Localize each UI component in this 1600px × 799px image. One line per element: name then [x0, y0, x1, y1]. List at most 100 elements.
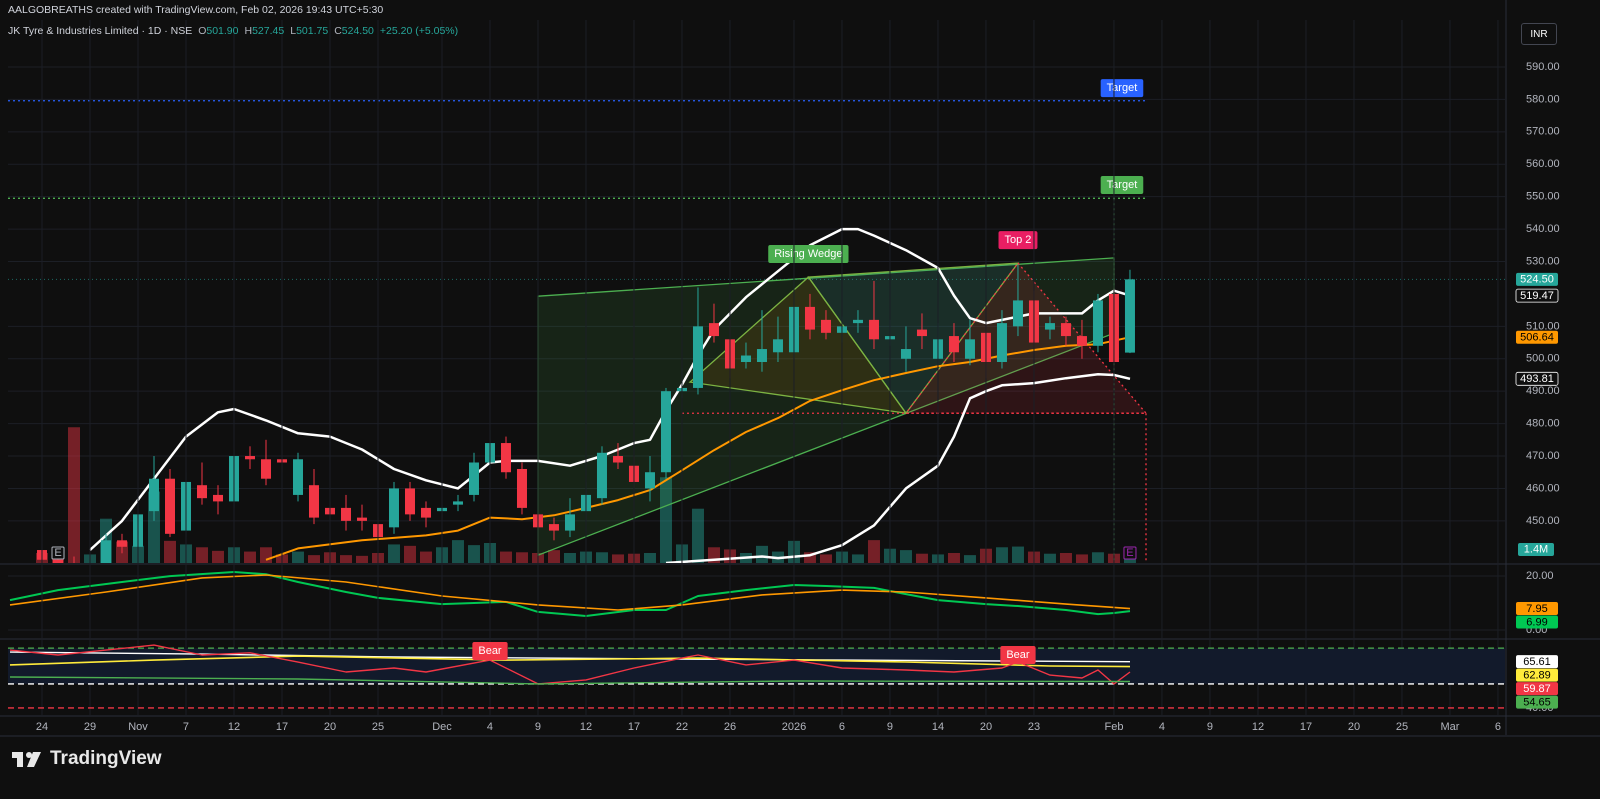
candle-body — [212, 494, 223, 502]
price-label-box — [1516, 330, 1558, 344]
candle-body — [164, 478, 175, 534]
ohlc-value: 527.45 — [252, 25, 285, 37]
price-label-box — [1516, 615, 1558, 629]
volume-bar — [451, 540, 464, 563]
volume-bar — [291, 551, 304, 563]
annotation-box — [1000, 646, 1036, 664]
x-tick-label: 12 — [580, 721, 592, 733]
candle-body — [100, 540, 111, 563]
price-label: 519.47 — [1520, 290, 1554, 302]
price-label: 65.61 — [1523, 656, 1551, 668]
price-label-box — [1516, 695, 1558, 709]
candle-body — [612, 456, 623, 463]
x-tick-label: 12 — [228, 721, 240, 733]
x-tick-label: 17 — [628, 721, 640, 733]
y-tick-label: 530.00 — [1526, 255, 1560, 267]
volume-bar — [195, 547, 208, 563]
candle-body — [196, 485, 207, 499]
y-tick-label: 500.00 — [1526, 353, 1560, 365]
candle-body — [1060, 323, 1071, 337]
volume-bar — [915, 553, 928, 563]
candle-body — [916, 329, 927, 337]
price-label-box — [1516, 272, 1558, 286]
ohlc-item: C524.50 — [334, 25, 374, 37]
volume-bar — [1059, 552, 1072, 563]
price-label-box — [1515, 371, 1559, 386]
currency: INR — [1530, 28, 1548, 40]
currency-button[interactable]: INR — [1521, 23, 1557, 45]
volume-bar — [211, 550, 224, 563]
brand-logo — [12, 752, 41, 767]
x-tick-label: 25 — [372, 721, 384, 733]
volume-bar — [611, 554, 624, 563]
volume-bar — [867, 540, 880, 563]
y-tick-label: 490.00 — [1526, 385, 1560, 397]
ohlc-item: O501.90 — [198, 25, 238, 37]
candle-body — [500, 443, 511, 473]
x-tick-label: 9 — [535, 721, 541, 733]
candle-body — [52, 559, 63, 563]
volume-bar — [67, 427, 80, 563]
annotation-box — [998, 231, 1038, 250]
candle-body — [964, 339, 975, 359]
annotation-label: Rising Wedge — [774, 248, 842, 260]
annotation-box — [768, 245, 849, 264]
volume-bar — [243, 551, 256, 563]
volume-bar — [547, 550, 560, 563]
annotation-label: Target — [1107, 179, 1138, 191]
y-tick-label: 480.00 — [1526, 418, 1560, 430]
price-label: 506.64 — [1520, 332, 1554, 344]
x-tick-label: 20 — [980, 721, 992, 733]
y-tick-label: 450.00 — [1526, 515, 1560, 527]
annotation-box — [472, 642, 508, 661]
candle-body — [644, 472, 655, 489]
ohlc-key: O — [198, 25, 207, 37]
x-tick-label: Mar — [1440, 721, 1459, 733]
candle-body — [1012, 300, 1023, 327]
x-tick-label: 24 — [36, 721, 48, 733]
y-tick-label: 510.00 — [1526, 320, 1560, 332]
volume-bar — [515, 552, 528, 563]
x-tick-label: 17 — [276, 721, 288, 733]
x-tick-label: 4 — [1159, 721, 1165, 733]
candle-body — [564, 514, 575, 531]
x-tick-label: Dec — [432, 721, 452, 733]
volume-bar — [803, 552, 816, 563]
candle-body — [772, 339, 783, 353]
ohlc-key: L — [290, 25, 297, 37]
candle-body — [116, 540, 127, 547]
volume-bar — [163, 540, 176, 563]
volume-bar — [595, 552, 608, 563]
annotation-box — [1100, 79, 1144, 98]
volume-bar — [1075, 554, 1088, 563]
candle-body — [820, 319, 831, 333]
volume-bar — [419, 551, 432, 563]
volume-bar — [499, 551, 512, 563]
annotation-label: Target — [1107, 82, 1138, 94]
price-label: 54.65 — [1523, 697, 1551, 709]
candle-body — [244, 456, 255, 460]
x-tick-label: 25 — [1396, 721, 1408, 733]
y-tick-label: 570.00 — [1526, 126, 1560, 138]
y-tick-label: 550.00 — [1526, 191, 1560, 203]
candle-body — [708, 323, 719, 337]
volume-bar — [755, 545, 768, 563]
ohlc-item: H527.45 — [245, 25, 285, 37]
volume-bar — [819, 554, 832, 563]
volume-bar — [563, 552, 576, 563]
earnings-marker-label: E — [1126, 547, 1133, 559]
candle-body — [516, 468, 527, 508]
earnings-marker — [51, 546, 65, 560]
volume-bar — [259, 547, 272, 563]
candle-body — [388, 488, 399, 528]
price-label-box — [1516, 668, 1558, 682]
candle-body — [1044, 323, 1055, 330]
candle-body — [1076, 336, 1087, 346]
candle-body — [292, 459, 303, 495]
volume-bar — [307, 555, 320, 563]
candle-body — [740, 355, 751, 363]
credit-text: AALGOBREATHS created with TradingView.co… — [8, 4, 384, 16]
price-label-box — [1516, 655, 1558, 669]
candle-body — [996, 323, 1007, 363]
